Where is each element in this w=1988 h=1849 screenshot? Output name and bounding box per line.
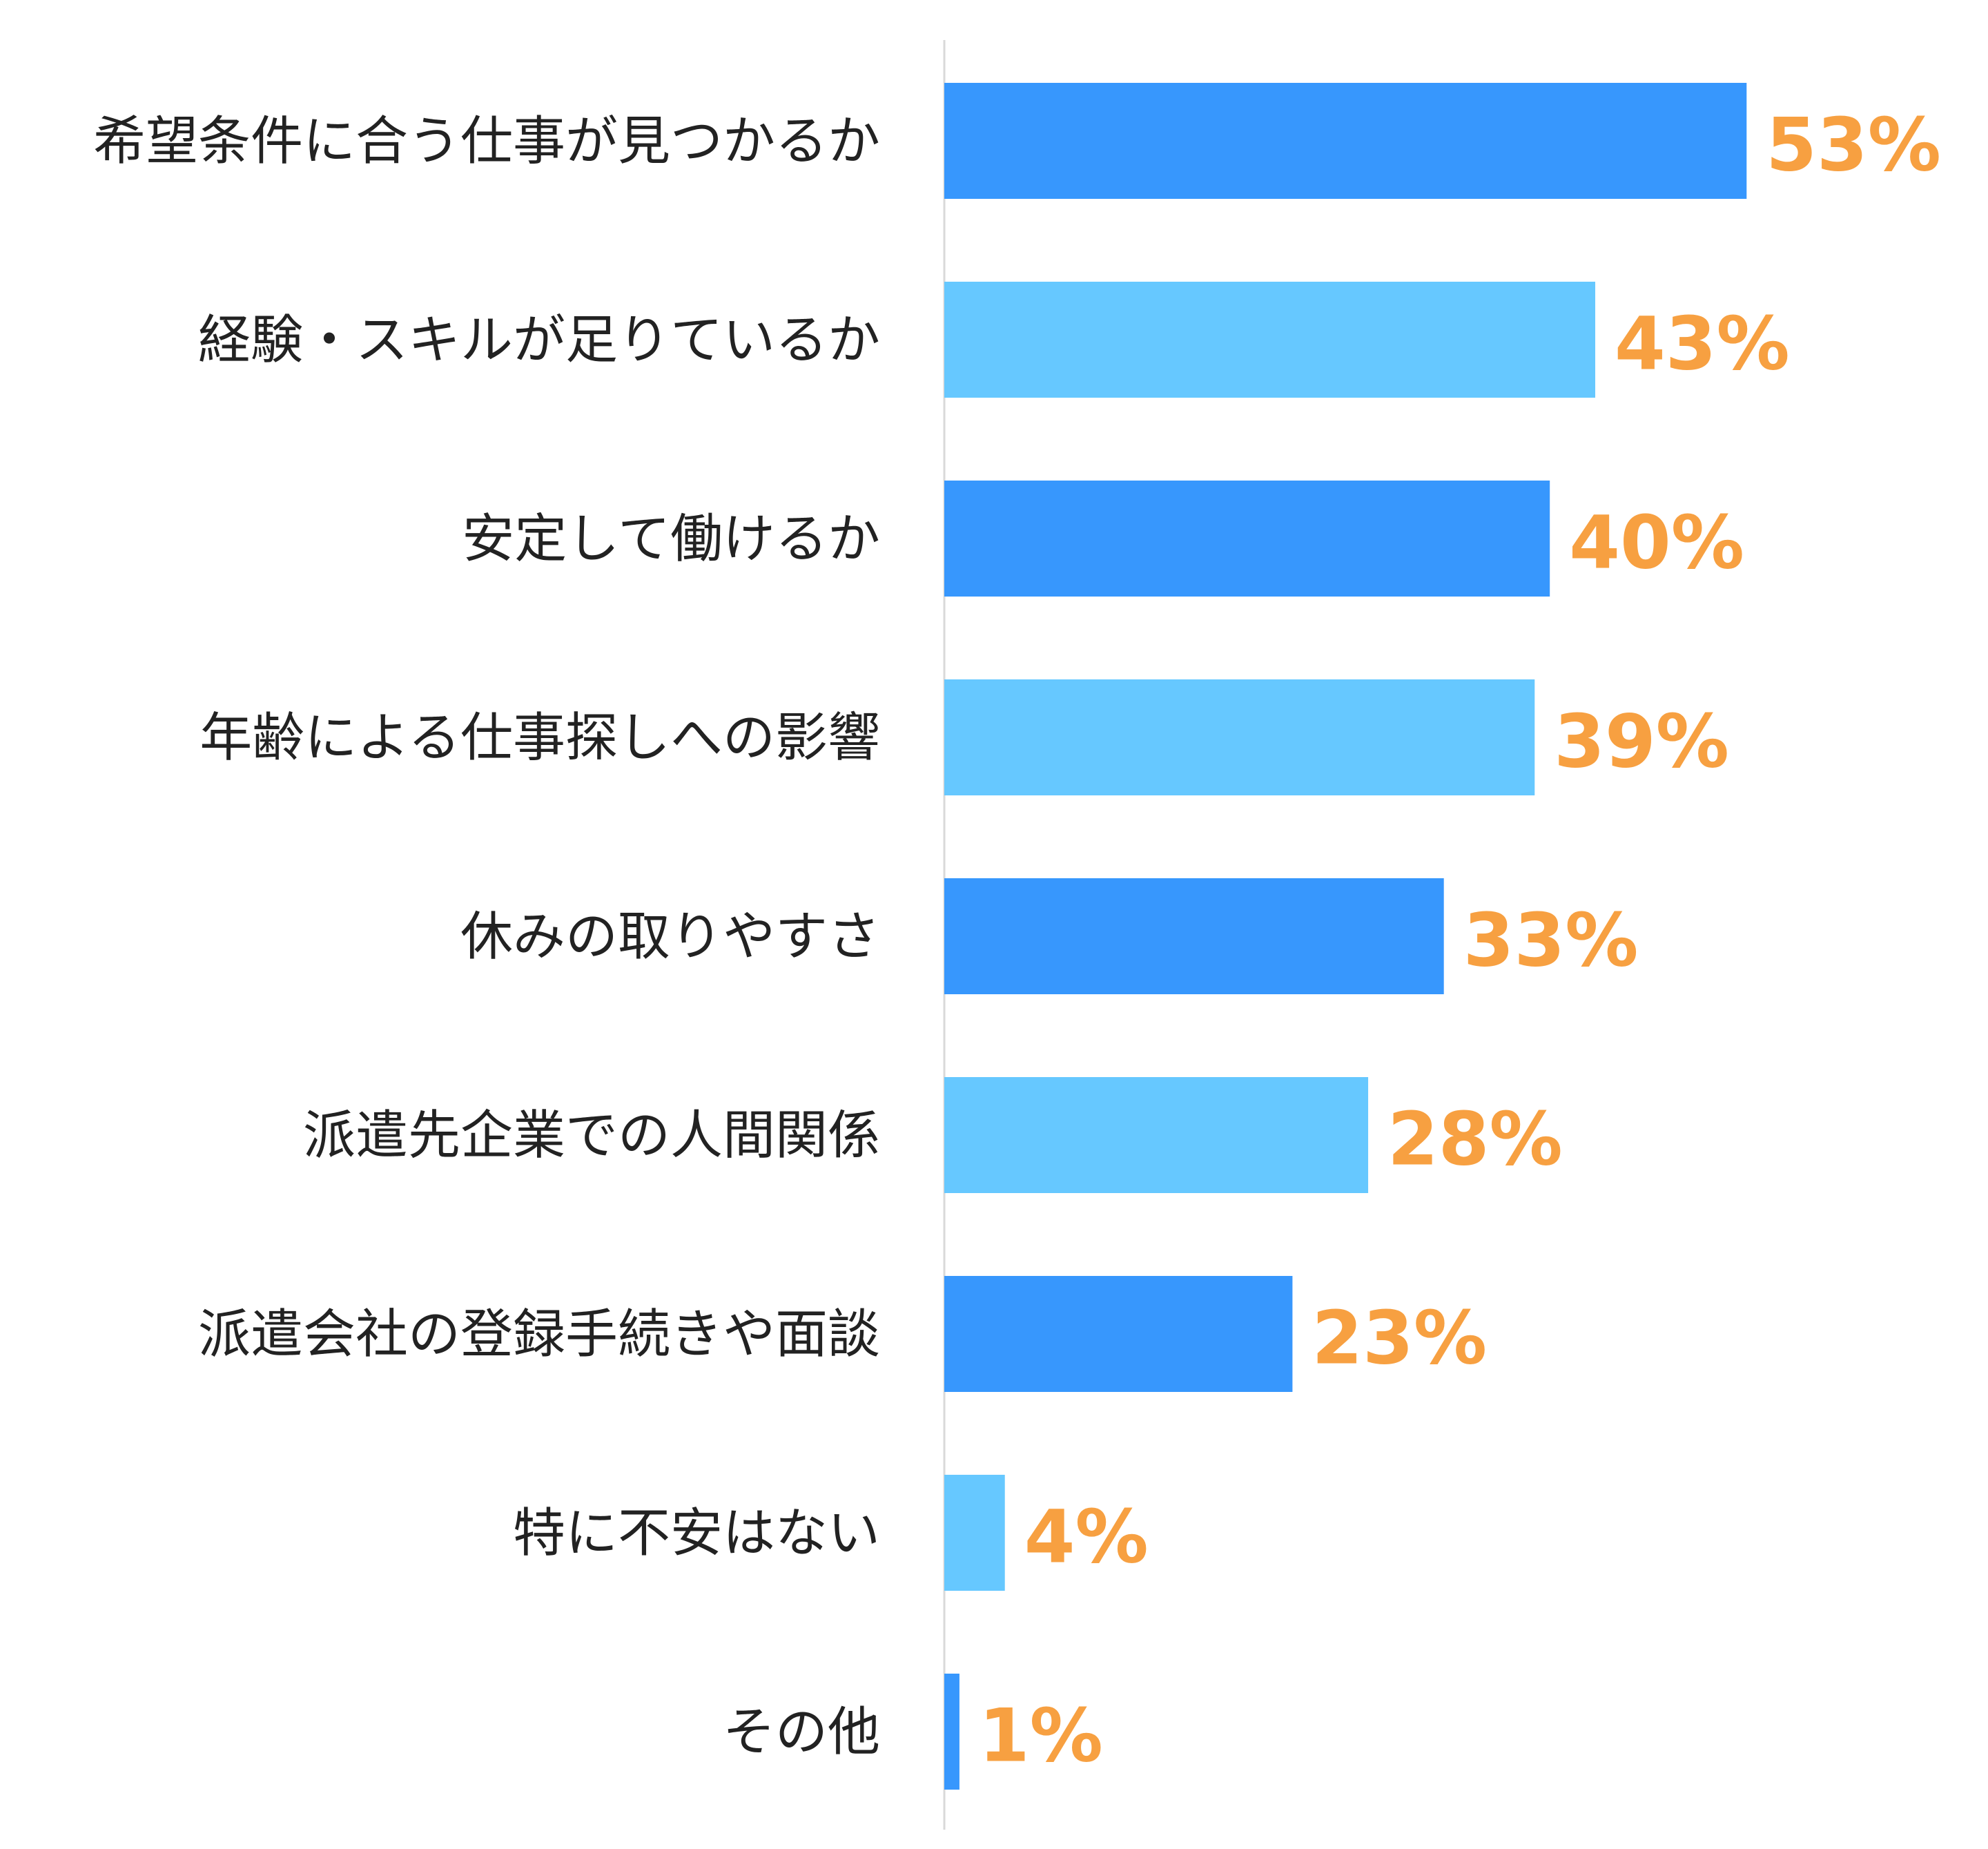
value-label-5: 33% (1463, 898, 1639, 983)
bar-5 (944, 878, 1444, 994)
bar-7 (944, 1276, 1293, 1392)
bar-3 (944, 481, 1550, 597)
value-label-3: 40% (1569, 501, 1744, 585)
value-label-9: 1% (979, 1694, 1103, 1779)
value-label-4: 39% (1554, 699, 1729, 784)
bars-group (944, 83, 1747, 1790)
category-label-5: 休みの取りやすさ (460, 906, 880, 967)
category-label-9: その他 (723, 1701, 880, 1763)
bar-1 (944, 83, 1747, 199)
bar-9 (944, 1674, 959, 1790)
category-label-4: 年齢による仕事探しへの影響 (199, 707, 880, 768)
category-label-6: 派遣先企業での人間関係 (303, 1105, 880, 1166)
value-label-7: 23% (1312, 1296, 1487, 1381)
category-label-8: 特に不安はない (513, 1502, 880, 1564)
bar-6 (944, 1077, 1369, 1193)
bar-8 (944, 1475, 1005, 1591)
value-label-6: 28% (1387, 1097, 1563, 1182)
category-labels-group: 希望条件に合う仕事が見つかるか経験・スキルが足りているか安定して働けるか年齢によ… (93, 110, 880, 1763)
value-labels-group: 53% 43% 40% 39% 33% 28% 23% 4% 1% (979, 103, 1941, 1779)
bar-2 (944, 282, 1595, 398)
value-label-2: 43% (1615, 302, 1790, 387)
bar-4 (944, 679, 1535, 795)
category-label-2: 経験・スキルが足りているか (198, 309, 880, 371)
category-label-3: 安定して働けるか (462, 508, 880, 570)
category-label-7: 派遣会社の登録手続きや面談 (198, 1304, 880, 1365)
category-label-1: 希望条件に合う仕事が見つかるか (93, 110, 880, 172)
value-label-8: 4% (1024, 1495, 1149, 1580)
value-label-1: 53% (1766, 103, 1941, 188)
